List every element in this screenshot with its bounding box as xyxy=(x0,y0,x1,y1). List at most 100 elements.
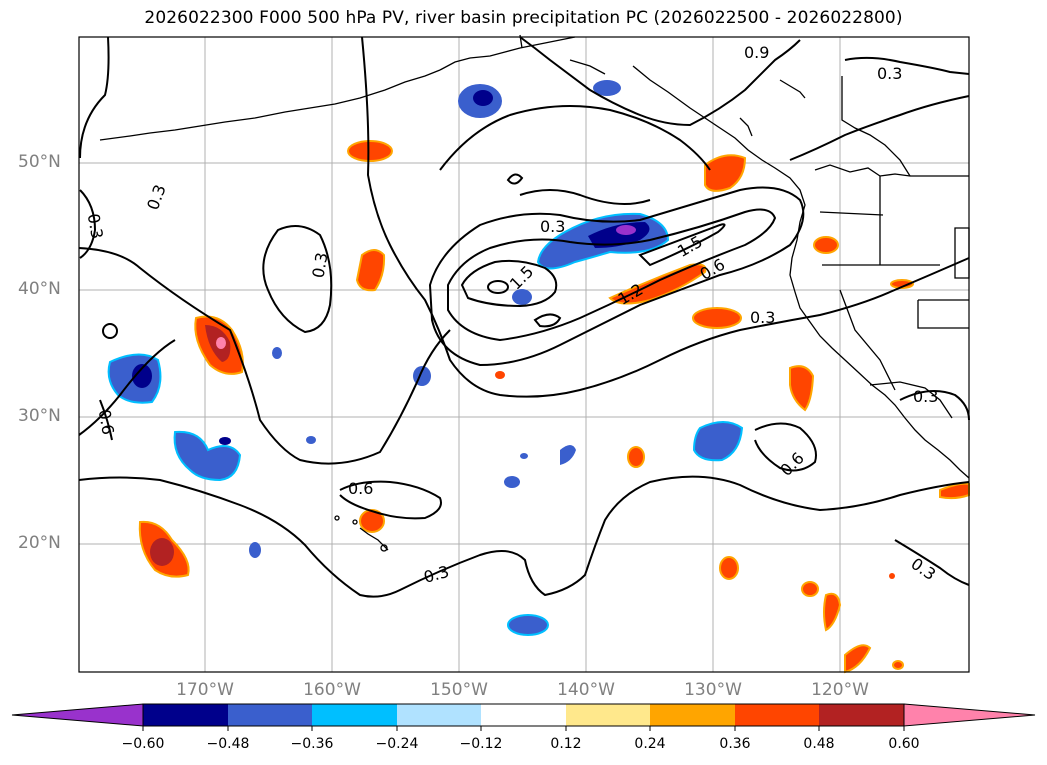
hawaii-island xyxy=(380,544,388,552)
colorbar-segment xyxy=(650,704,735,726)
contour-0.3-west xyxy=(78,247,451,465)
contour-label: 0.9 xyxy=(744,43,769,62)
contour-0.9 xyxy=(519,189,651,205)
contour-label: 0.3 xyxy=(913,387,938,406)
coast-detail xyxy=(739,117,753,137)
pos-blob xyxy=(719,556,739,580)
colorbar-tick-label: −0.36 xyxy=(290,736,334,752)
pos-blob xyxy=(889,573,895,579)
contour-0.3-se xyxy=(899,390,970,421)
colorbar-segment xyxy=(143,704,228,726)
neg-blob xyxy=(272,347,282,359)
hawaii-island xyxy=(352,519,358,525)
colorbar-tick-label: −0.24 xyxy=(375,736,419,752)
lon-label-160w: 160°W xyxy=(303,680,361,700)
pos-blob xyxy=(890,279,914,289)
lon-label-150w: 150°W xyxy=(430,680,488,700)
hawaii-island xyxy=(334,515,340,521)
colorbar-tick-label: 0.12 xyxy=(550,736,582,752)
contour-small-w xyxy=(102,323,118,339)
colorbar-segment xyxy=(735,704,819,726)
colorbar-segment xyxy=(481,704,566,726)
aleutian-coast xyxy=(99,69,441,141)
contour-0.3-edge xyxy=(79,36,110,159)
colorbar-tick-label: 0.24 xyxy=(634,736,666,752)
state-border xyxy=(839,289,896,391)
pos-blob xyxy=(892,660,904,670)
contour-small xyxy=(506,173,524,185)
contour-label: 0.3 xyxy=(308,251,331,279)
pos-core xyxy=(150,538,174,566)
contour-0.6-ring xyxy=(428,186,805,367)
mexico-border xyxy=(869,381,953,419)
contour-0.6-hawaii xyxy=(339,480,442,520)
contour-0.3-loop xyxy=(262,225,333,334)
pv-contours xyxy=(78,36,970,598)
colorbar-extend-high xyxy=(903,703,1036,727)
contour-0.3-main xyxy=(361,36,970,398)
state-border xyxy=(917,300,969,329)
pos-blob xyxy=(359,509,385,533)
contour-0.9-ring xyxy=(447,208,777,342)
coast-detail xyxy=(779,79,806,99)
precip-negative-anomalies xyxy=(107,80,744,636)
contour-0.6-east xyxy=(754,422,817,472)
colorbar-segment xyxy=(312,704,397,726)
neg-blob xyxy=(593,80,621,96)
contour-0.3-south xyxy=(78,475,970,598)
lat-label-50n: 50°N xyxy=(18,152,61,172)
us-canada-border xyxy=(814,164,969,177)
pos-blob xyxy=(347,140,393,162)
contour-label: 0.3 xyxy=(540,217,565,236)
lon-label-120w: 120°W xyxy=(811,680,869,700)
contour-label: 0.6 xyxy=(95,408,118,436)
contour-0.6-w xyxy=(99,399,113,441)
neg-blob xyxy=(507,614,549,636)
contour-0.9-loop xyxy=(519,36,801,127)
contour-label: 0.3 xyxy=(750,308,775,327)
pos-blob xyxy=(692,307,742,329)
contour-0.3-se2 xyxy=(894,539,970,586)
pos-blob xyxy=(823,592,842,632)
contour-label: 0.6 xyxy=(348,479,373,498)
contour-small xyxy=(533,313,562,328)
neg-blob xyxy=(692,421,744,462)
colorbar-extend-low xyxy=(11,703,144,727)
precip-positive-anomalies xyxy=(138,140,970,674)
colorbar-tick-label: 0.36 xyxy=(719,736,751,752)
colorbar-segment xyxy=(397,704,481,726)
contour-1.2-ring xyxy=(460,259,558,308)
north-america-coast xyxy=(632,65,970,479)
neg-core xyxy=(473,90,493,106)
neg-blob xyxy=(520,453,528,459)
colorbar xyxy=(11,703,1036,731)
alaska-south-coast xyxy=(439,36,576,71)
pos-blob xyxy=(801,581,819,597)
coast-detail xyxy=(569,59,606,75)
colorbar-segment xyxy=(566,704,650,726)
contour-label: 0.3 xyxy=(877,64,902,83)
neg-blob xyxy=(249,542,261,558)
contour-0.3-north xyxy=(789,95,970,161)
colorbar-segment xyxy=(228,704,312,726)
pos-extreme xyxy=(216,337,226,349)
neg-blob xyxy=(173,430,242,482)
lat-label-40n: 40°N xyxy=(18,279,61,299)
neg-blob xyxy=(504,476,520,488)
bc-alaska-border xyxy=(841,76,911,177)
contour-0.3-w2 xyxy=(79,189,97,259)
contour-1.5-east xyxy=(638,223,726,267)
pos-blob xyxy=(355,249,386,292)
colorbar-tick-label: −0.48 xyxy=(206,736,250,752)
lon-label-130w: 130°W xyxy=(684,680,742,700)
contour-label: 0.3 xyxy=(84,212,107,240)
contour-0.3-ne xyxy=(844,56,970,75)
neg-blob xyxy=(560,445,576,465)
colorbar-tick-label: −0.12 xyxy=(459,736,503,752)
colorbar-frame xyxy=(142,703,905,727)
lat-label-20n: 20°N xyxy=(18,533,61,553)
map-frame xyxy=(78,36,970,673)
lon-label-170w: 170°W xyxy=(176,680,234,700)
neg-blob xyxy=(306,436,316,444)
